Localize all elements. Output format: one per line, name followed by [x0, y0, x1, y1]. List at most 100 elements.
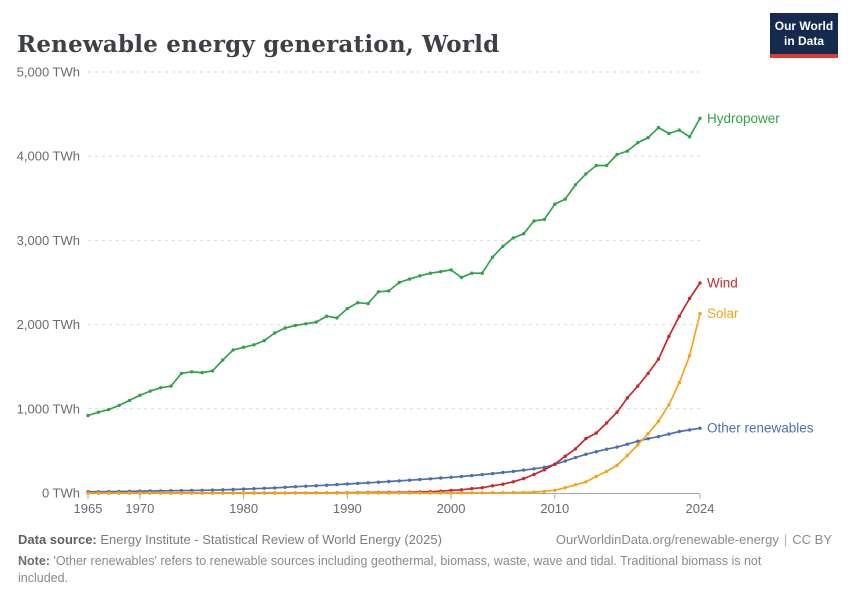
wind-point	[584, 436, 588, 441]
wind-point	[636, 384, 640, 388]
solar-point	[262, 491, 266, 495]
hydropower-point	[501, 244, 505, 248]
wind-point	[698, 281, 702, 285]
wind-point	[553, 462, 557, 466]
other-renewables-point	[231, 487, 235, 492]
chart-note: Note: 'Other renewables' refers to renew…	[18, 553, 796, 587]
page-title: Renewable energy generation, World	[17, 31, 500, 59]
hydropower-point	[480, 271, 484, 275]
solar-point	[356, 491, 360, 495]
other-renewables-point	[418, 477, 422, 482]
solar-point	[522, 490, 526, 495]
solar-point	[594, 474, 598, 479]
x-axis-tick-label: 1970	[125, 501, 154, 516]
solar-point	[387, 491, 391, 495]
hydropower-point	[345, 306, 349, 311]
solar-point	[511, 490, 515, 495]
other-renewables-point	[677, 429, 681, 434]
hydropower-point	[397, 280, 401, 285]
solar-point	[179, 491, 184, 495]
wind-point	[480, 486, 484, 490]
solar-point	[210, 491, 215, 495]
hydropower-point	[356, 301, 360, 305]
solar-point	[107, 491, 111, 495]
hydropower-point	[656, 125, 661, 130]
wind-point	[573, 447, 578, 451]
solar-point	[252, 491, 256, 495]
hydropower-point	[646, 136, 650, 140]
solar-point	[459, 491, 464, 495]
y-axis-tick-label: 1,000 TWh	[17, 401, 80, 416]
other-renewables-point	[667, 432, 671, 436]
hydropower-point	[366, 301, 370, 306]
solar-point	[138, 491, 142, 495]
wind-point	[594, 431, 598, 435]
wind-point	[490, 484, 495, 488]
hydropower-point	[677, 128, 681, 132]
hydropower-point	[241, 345, 246, 349]
other-renewables-point	[594, 450, 598, 454]
wind-point	[532, 472, 536, 477]
other-renewables-point	[179, 488, 184, 493]
other-renewables-point	[428, 477, 432, 481]
other-renewables-point	[283, 485, 287, 489]
solar-point	[490, 491, 495, 495]
solar-point	[96, 491, 101, 495]
solar-point	[158, 491, 163, 495]
hydropower-point	[563, 197, 567, 201]
wind-point	[511, 480, 515, 484]
other-renewables-point	[273, 486, 277, 490]
solar-point	[190, 491, 194, 495]
x-axis-tick-label: 1965	[74, 501, 103, 516]
wind-point	[604, 421, 609, 425]
other-renewables-point	[221, 488, 225, 492]
other-renewables-point	[190, 488, 194, 493]
solar-point	[117, 491, 121, 495]
hydropower-point	[418, 274, 422, 278]
wind-point	[470, 486, 474, 491]
other-renewables-point	[241, 487, 246, 491]
owid-url-link[interactable]: OurWorldinData.org/renewable-energy	[555, 532, 779, 547]
other-renewables-point	[449, 475, 453, 479]
solar-point	[293, 491, 298, 495]
solar-point	[615, 463, 619, 468]
hydropower-point	[532, 219, 536, 223]
other-renewables-point	[252, 487, 256, 491]
hydropower-point	[522, 232, 526, 236]
hydropower-point	[262, 338, 266, 343]
owid-logo[interactable]: Our World in Data	[770, 13, 838, 58]
hydropower-point	[667, 131, 671, 136]
note-text: 'Other renewables' refers to renewable s…	[18, 554, 762, 585]
solar-point	[304, 491, 308, 495]
hydropower-point	[470, 271, 474, 275]
other-renewables-point	[366, 481, 370, 485]
hydropower-point	[594, 163, 598, 168]
series-label-other-renewables: Other renewables	[707, 421, 814, 436]
other-renewables-point	[625, 442, 630, 446]
solar-point	[428, 491, 432, 495]
other-renewables-point	[501, 470, 505, 475]
solar-point	[439, 491, 443, 495]
hydropower-point	[698, 116, 702, 121]
other-renewables-point	[480, 472, 484, 477]
hydropower-point	[293, 323, 298, 328]
solar-point	[636, 443, 640, 447]
hydropower-point	[428, 271, 432, 275]
solar-point	[283, 491, 287, 495]
solar-point	[667, 403, 671, 407]
hydropower-point	[324, 314, 329, 318]
other-renewables-point	[407, 478, 412, 482]
hydropower-point	[190, 370, 194, 374]
other-renewables-point	[387, 479, 391, 484]
solar-point	[625, 453, 630, 458]
hydropower-point	[625, 149, 630, 153]
solar-point	[604, 469, 609, 474]
solar-point	[148, 491, 152, 495]
solar-point	[231, 491, 235, 495]
chart-footer: Data source: Energy Institute - Statisti…	[18, 532, 832, 587]
other-renewables-point	[356, 481, 360, 486]
other-renewables-point	[511, 469, 515, 474]
solar-point	[273, 491, 277, 495]
wind-point	[646, 371, 650, 376]
wind-point	[677, 314, 681, 318]
